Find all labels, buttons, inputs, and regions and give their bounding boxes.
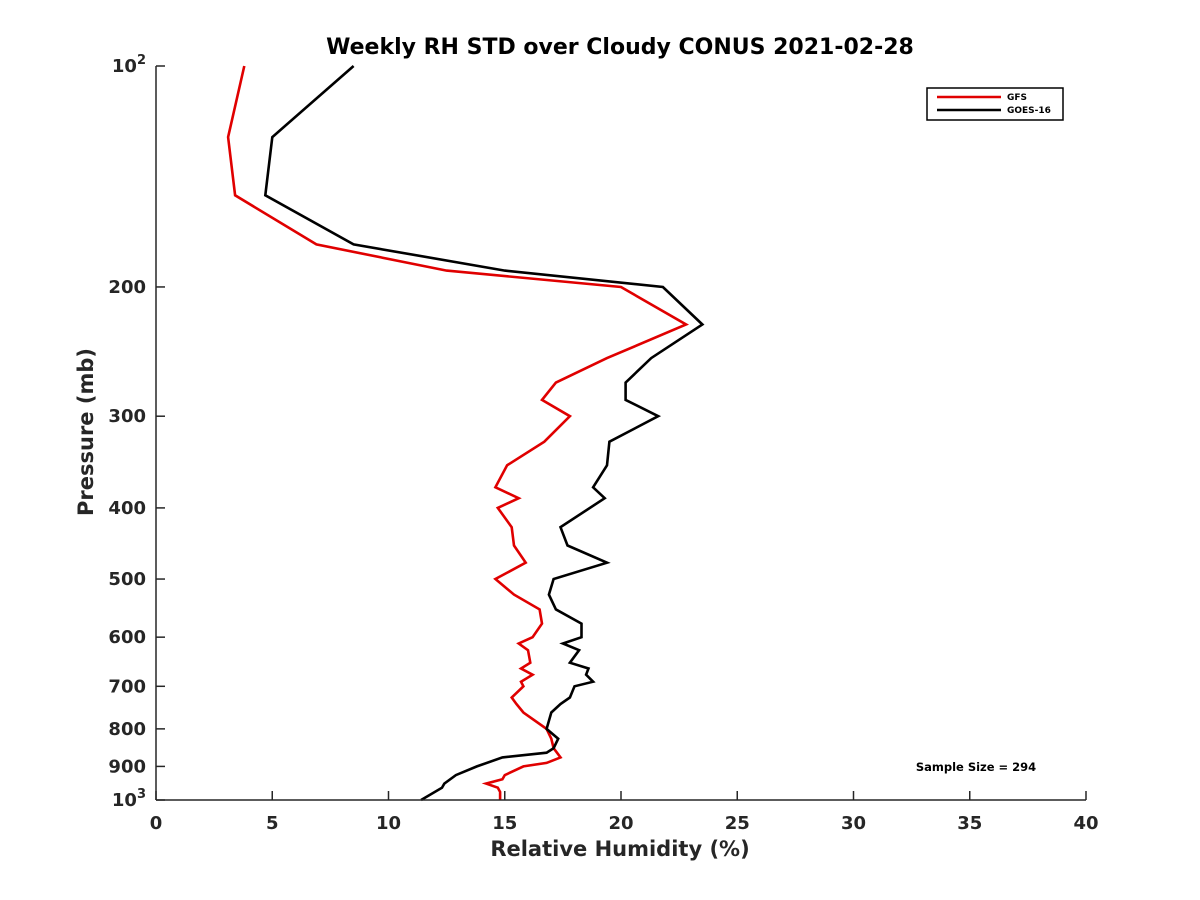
- x-tick-label: 35: [957, 813, 982, 834]
- series-layer: [226, 65, 705, 802]
- x-tick-label: 20: [608, 813, 633, 834]
- x-tick-label: 40: [1073, 813, 1098, 834]
- sample-size-annotation: Sample Size = 294: [916, 760, 1036, 774]
- x-axis-title: Relative Humidity (%): [490, 837, 749, 861]
- axes-layer: 0 5 10 15 20 25 30 35 40102200300400500600700800…: [108, 53, 1098, 834]
- chart-title: Weekly RH STD over Cloudy CONUS 2021-02-…: [326, 35, 914, 60]
- x-tick-label: 15: [492, 813, 517, 834]
- y-tick-exponent: 3: [137, 787, 146, 802]
- x-tick-label: 0: [150, 813, 163, 834]
- y-tick-label: 500: [108, 569, 146, 590]
- legend-label-gfs: GFS: [1007, 93, 1027, 103]
- y-tick-base: 10: [112, 790, 137, 811]
- legend-label-goes-16: GOES-16: [1007, 106, 1051, 116]
- y-axis-title: Pressure (mb): [74, 348, 98, 516]
- y-tick-label: 700: [108, 676, 146, 697]
- y-tick-label: 900: [108, 756, 146, 777]
- y-tick-label: 103: [112, 787, 146, 811]
- series-line-goes-16: [263, 65, 705, 802]
- y-tick-label: 102: [112, 53, 146, 77]
- y-tick-label: 400: [108, 498, 146, 519]
- y-tick-label: 200: [108, 277, 146, 298]
- y-tick-label: 600: [108, 627, 146, 648]
- x-tick-label: 5: [266, 813, 279, 834]
- x-tick-label: 30: [841, 813, 866, 834]
- x-tick-label: 25: [725, 813, 750, 834]
- series-line-gfs: [226, 65, 690, 800]
- y-tick-base: 10: [112, 56, 137, 77]
- legend-box: [926, 87, 1064, 121]
- legend: GFS GOES-16: [926, 87, 1064, 121]
- y-tick-label: 300: [108, 406, 146, 427]
- x-tick-label: 10: [376, 813, 401, 834]
- y-tick-exponent: 2: [137, 53, 146, 68]
- y-tick-label: 800: [108, 719, 146, 740]
